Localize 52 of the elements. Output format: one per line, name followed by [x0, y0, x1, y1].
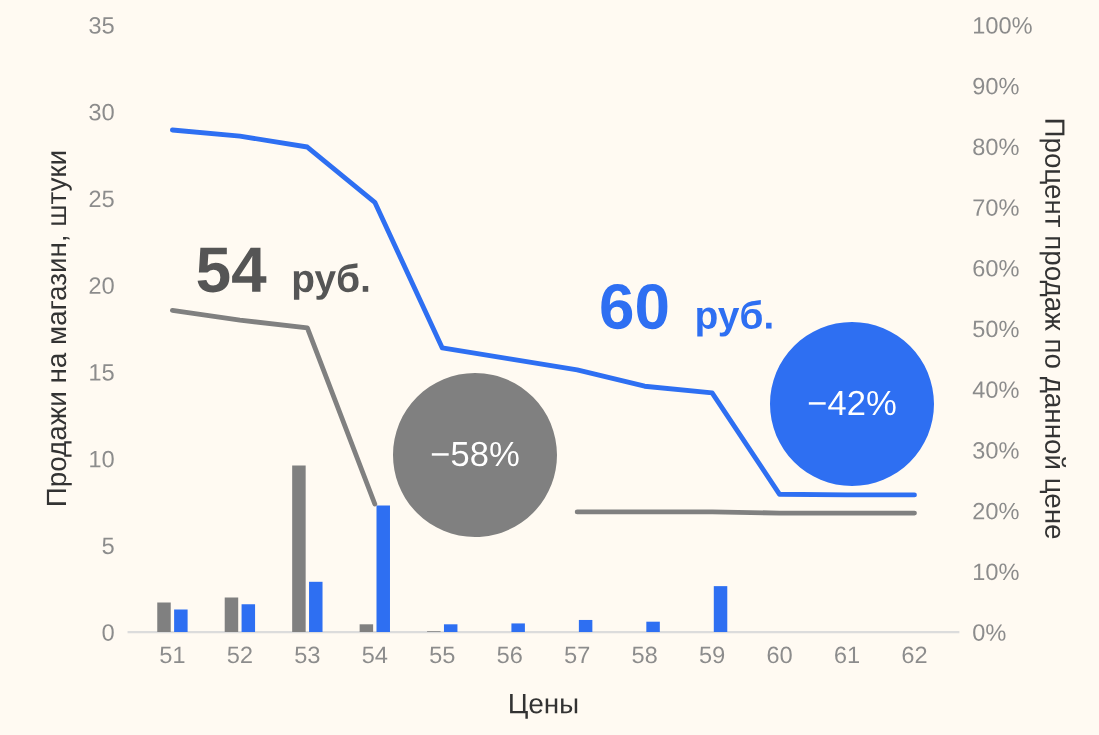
y-tick-label: 0 — [102, 624, 114, 641]
bar — [511, 623, 525, 633]
y2-tick-label: 20% — [973, 502, 1019, 520]
bar — [241, 604, 256, 633]
y2-tick-label: 0% — [973, 624, 1006, 641]
annotation: −42% — [808, 390, 896, 416]
y2-tick-label: 40% — [972, 381, 1019, 399]
y-tick-label: 10 — [90, 450, 114, 468]
y-tick-label: 15 — [90, 364, 114, 381]
x-tick-label: 51 — [160, 646, 185, 664]
line-series — [170, 127, 917, 498]
x-axis-title: Цены — [510, 694, 578, 719]
y2-tick-label: 100% — [974, 17, 1032, 34]
annotation: −58% — [431, 441, 519, 467]
x-tick-label: 57 — [565, 646, 590, 664]
y2-tick-label: 70% — [973, 199, 1019, 216]
x-tick-label: 52 — [227, 646, 252, 664]
annotation: 54 руб. — [197, 247, 369, 300]
x-tick-label: 58 — [632, 646, 657, 664]
bar — [443, 624, 458, 633]
x-tick-label: 53 — [295, 646, 320, 664]
bar — [157, 602, 171, 633]
x-tick-label: 60 — [767, 646, 792, 664]
x-tick-label: 54 — [362, 646, 388, 664]
bar — [309, 581, 323, 633]
y-axis-title: Продажи на магазин, штуки — [46, 151, 72, 505]
x-tick-label: 55 — [430, 646, 455, 664]
bar — [713, 586, 728, 633]
bar — [578, 619, 593, 633]
y2-tick-label: 10% — [974, 563, 1019, 581]
y2-tick-label: 50% — [973, 320, 1019, 338]
bar — [376, 505, 390, 633]
bar — [646, 621, 660, 633]
x-tick-label: 62 — [902, 646, 927, 664]
bar — [224, 597, 239, 633]
y-tick-label: 5 — [102, 537, 114, 555]
bar — [359, 624, 374, 633]
y2-tick-label: 60% — [973, 259, 1019, 277]
y2-axis-title: Процент продаж по данной цене — [1039, 119, 1066, 539]
x-tick-label: 61 — [835, 646, 859, 664]
y-tick-label: 30 — [89, 103, 114, 121]
bar — [174, 609, 188, 633]
x-tick-label: 59 — [699, 646, 725, 664]
y-tick-label: 35 — [89, 17, 114, 34]
y2-tick-label: 30% — [973, 442, 1019, 459]
y2-tick-label: 80% — [973, 138, 1019, 156]
y-tick-label: 25 — [89, 190, 114, 208]
bar — [292, 465, 306, 633]
annotation: 60 руб. — [601, 283, 772, 337]
y-tick-label: 20 — [89, 277, 114, 294]
y2-tick-label: 90% — [973, 77, 1019, 95]
x-tick-label: 56 — [497, 646, 522, 664]
